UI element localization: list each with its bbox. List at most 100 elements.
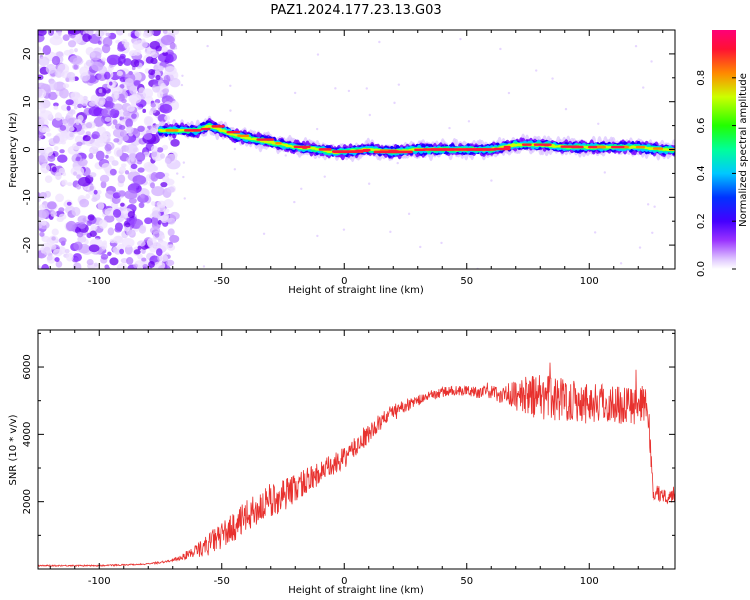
heatmap-noise-blob: [128, 93, 142, 104]
colorbar-tick-label: 0.4: [696, 165, 707, 181]
heatmap-noise-blob: [112, 119, 118, 126]
heatmap-noise-blob: [99, 174, 110, 183]
heatmap-noise-blob: [148, 110, 154, 116]
heatmap-noise-blob: [149, 40, 161, 50]
heatmap-noise-blob: [109, 108, 120, 119]
heatmap-noise-blob: [39, 204, 46, 211]
colorbar-tick-label: 0.8: [696, 70, 707, 86]
heatmap-noise-blob: [157, 220, 162, 225]
heatmap-noise-blob: [155, 248, 163, 257]
heatmap-noise-blob: [123, 41, 130, 49]
heatmap-noise-blob: [105, 190, 115, 199]
heatmap-noise-blob: [167, 244, 176, 251]
heatmap-speck: [419, 245, 422, 249]
heatmap-noise-blob: [167, 217, 176, 225]
heatmap-noise-blob: [104, 116, 112, 122]
heatmap-peak-cell: [610, 145, 628, 149]
heatmap-noise-blob: [151, 201, 156, 206]
heatmap-noise-blob: [161, 144, 169, 151]
heatmap-speck: [603, 171, 607, 174]
heatmap-noise-blob: [107, 227, 115, 236]
heatmap-noise-blob: [57, 31, 62, 36]
heatmap-speck: [597, 122, 600, 125]
heatmap-noise-blob: [61, 118, 69, 125]
heatmap-noise-blob: [70, 166, 85, 177]
heatmap-noise-blob: [126, 257, 134, 265]
snr-panel: -100 -50 0 50 100 2000 4000 6000 Height of stra…: [8, 329, 676, 596]
colorbar-gradient: [712, 30, 736, 269]
heatmap-speck: [181, 74, 184, 77]
heatmap-noise-blob: [124, 190, 138, 200]
heatmap-noise-blob: [132, 174, 147, 185]
heatmap-peak-cell: [635, 145, 646, 149]
colorbar-tick-label: 0.2: [696, 213, 707, 229]
heatmap-peak-cell: [493, 147, 511, 151]
heatmap-speck: [638, 246, 642, 249]
heatmap-noise-blob: [39, 110, 53, 120]
heatmap-noise-blob: [62, 83, 70, 89]
heatmap-noise-blob: [68, 117, 75, 125]
heatmap-noise-blob: [94, 96, 106, 107]
heatmap-peak-cell: [256, 138, 275, 141]
heatmap-speck: [459, 37, 462, 41]
heatmap-noise-blob: [97, 201, 105, 211]
heatmap-noise-blob: [129, 85, 138, 95]
heatmap-noise-blob: [141, 41, 148, 48]
heatmap-peak-cell: [624, 145, 630, 149]
heatmap-noise-blob: [74, 48, 78, 53]
heatmap-noise-blob: [76, 183, 82, 190]
heatmap-speck: [448, 126, 451, 130]
heatmap-noise-blob: [76, 231, 84, 238]
heatmap-noise-blob: [133, 263, 138, 269]
heatmap-speck: [389, 230, 392, 234]
heatmap-noise-blob: [53, 145, 59, 151]
heatmap-noise-blob: [117, 44, 126, 52]
heatmap-noise-blob: [39, 231, 45, 237]
heatmap-noise-blob: [89, 172, 97, 178]
heatmap-noise-blob: [38, 155, 46, 163]
heatmap-noise-blob: [126, 126, 134, 134]
heatmap-peak-cell: [503, 145, 511, 149]
heatmap-noise-blob: [91, 197, 98, 202]
heatmap-noise-blob: [66, 112, 74, 119]
heatmap-noise-blob: [44, 84, 51, 93]
heatmap-peak-cell: [211, 125, 225, 128]
spectrogram-x-tick-label: 100: [580, 276, 599, 287]
heatmap-noise-blob: [118, 190, 126, 197]
heatmap-noise-blob: [93, 189, 98, 195]
heatmap-noise-blob: [66, 201, 72, 206]
heatmap-noise-blob: [47, 201, 57, 210]
heatmap-noise-blob: [57, 154, 68, 163]
heatmap-noise-blob: [104, 214, 115, 223]
heatmap-noise-blob: [88, 152, 94, 160]
colorbar: 0.0 0.2 0.4 0.6 0.8 Normalized spectral ampl…: [696, 30, 749, 277]
heatmap-noise-blob: [126, 105, 135, 112]
heatmap-noise-blob: [59, 149, 65, 154]
heatmap-noise-blob: [65, 252, 74, 262]
heatmap-noise-blob: [121, 237, 135, 248]
heatmap-speck: [367, 182, 371, 185]
heatmap-noise-blob: [135, 152, 146, 162]
snr-x-axis-label: Height of straight line (km): [288, 585, 424, 596]
heatmap-noise-blob: [54, 257, 60, 262]
heatmap-noise-blob: [45, 63, 56, 74]
heatmap-noise-blob: [166, 186, 175, 193]
heatmap-speck: [651, 231, 654, 234]
heatmap-noise-blob: [160, 35, 175, 46]
heatmap-noise-blob: [143, 133, 153, 140]
heatmap-noise-blob: [87, 214, 95, 221]
heatmap-noise-blob: [42, 45, 52, 56]
spectrogram-y-tick-label: 20: [22, 48, 33, 61]
heatmap-speck: [233, 147, 237, 151]
colorbar-tick-label: 0.6: [696, 118, 707, 134]
snr-frame: [37, 329, 676, 570]
heatmap-noise-blob: [104, 143, 112, 152]
heatmap-noise-blob: [76, 141, 83, 147]
heatmap-noise-blob: [86, 220, 92, 226]
heatmap-noise-blob: [43, 246, 51, 256]
spectrogram-x-tick-label: 0: [341, 276, 347, 287]
heatmap-noise-blob: [91, 131, 100, 139]
heatmap-noise-blob: [51, 166, 57, 173]
heatmap-noise-blob: [77, 158, 88, 167]
